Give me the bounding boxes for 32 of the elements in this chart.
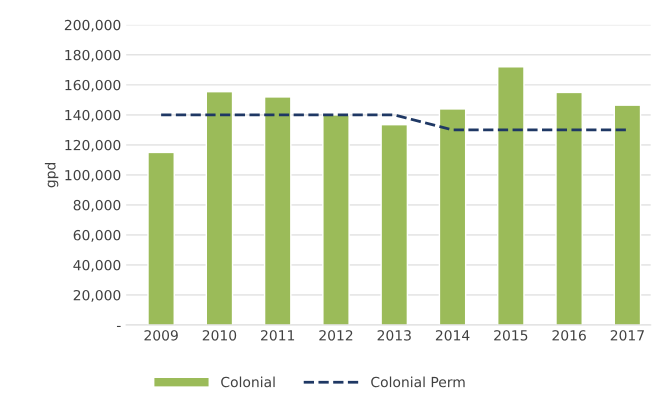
x-tick-label: 2015 [494, 330, 528, 341]
x-tick-label: 2010 [202, 330, 236, 341]
bar [614, 104, 642, 325]
bar [264, 96, 292, 325]
bar [206, 90, 234, 325]
bar [438, 108, 466, 325]
y-tick-label: 120,000 [65, 140, 120, 152]
x-tick-label: 2017 [610, 330, 644, 341]
x-tick-label: 2013 [378, 330, 411, 341]
x-tick-label: 2014 [436, 330, 470, 341]
bar [380, 124, 408, 325]
bar [555, 92, 583, 325]
legend-label: Colonial [221, 376, 275, 388]
y-tick-label: - [116, 326, 121, 328]
legend-label: Colonial Perm [371, 376, 465, 388]
x-tick-label: 2012 [319, 330, 352, 341]
x-tick-label: 2016 [552, 330, 586, 341]
y-tick-label: 60,000 [74, 230, 120, 242]
y-tick-label: 20,000 [74, 290, 120, 302]
y-tick-label: 40,000 [73, 260, 120, 272]
y-tick-label: 180,000 [65, 50, 120, 62]
x-tick-label: 2011 [261, 330, 294, 341]
y-tick-label: 140,000 [65, 110, 120, 122]
bar [497, 66, 525, 325]
x-tick-label: 2009 [144, 330, 178, 341]
y-tick-label: 100,000 [65, 170, 120, 182]
bar [322, 114, 350, 325]
y-tick-label: 200,000 [64, 20, 120, 32]
y-tick-label: 80,000 [74, 200, 120, 212]
y-tick-label: 160,000 [65, 80, 120, 92]
y-axis-title: gpd [44, 162, 58, 188]
bar [147, 152, 175, 325]
